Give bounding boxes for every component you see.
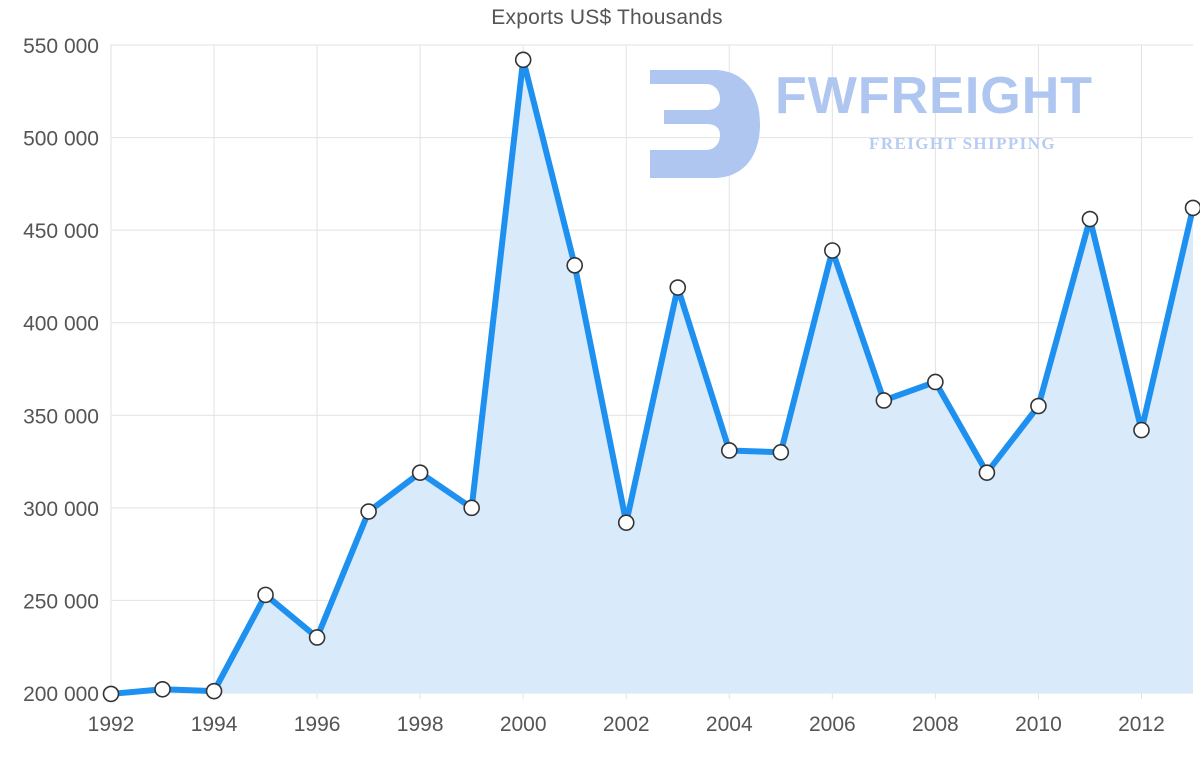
data-line: [108, 56, 1196, 697]
svg-text:300 000: 300 000: [23, 498, 99, 521]
y-axis-tick-labels: 200 000 250 000 300 000 350 000 400 000 450 0…: [23, 35, 99, 706]
svg-text:2010: 2010: [1015, 713, 1062, 736]
svg-text:2000: 2000: [500, 713, 547, 736]
svg-text:400 000: 400 000: [23, 313, 99, 336]
svg-text:1992: 1992: [88, 713, 135, 736]
svg-text:1998: 1998: [397, 713, 444, 736]
svg-text:200 000: 200 000: [23, 683, 99, 706]
svg-text:350 000: 350 000: [23, 405, 99, 428]
svg-text:2012: 2012: [1118, 713, 1165, 736]
x-axis-tick-labels: 1992 1994 1996 1998 2000 2002 2004 2006 2008 2010…: [88, 713, 1165, 736]
svg-text:550 000: 550 000: [23, 35, 99, 58]
svg-text:2006: 2006: [809, 713, 856, 736]
area-fill: [111, 59, 1193, 694]
data-point-markers: [102, 51, 1200, 703]
chart-title: Exports US$ Thousands: [491, 6, 723, 29]
svg-text:500 000: 500 000: [23, 128, 99, 151]
svg-text:450 000: 450 000: [23, 220, 99, 243]
svg-text:2004: 2004: [706, 713, 753, 736]
svg-text:2002: 2002: [603, 713, 650, 736]
svg-text:1996: 1996: [294, 713, 341, 736]
svg-text:1994: 1994: [191, 713, 238, 736]
svg-text:2008: 2008: [912, 713, 959, 736]
svg-text:250 000: 250 000: [23, 590, 99, 613]
